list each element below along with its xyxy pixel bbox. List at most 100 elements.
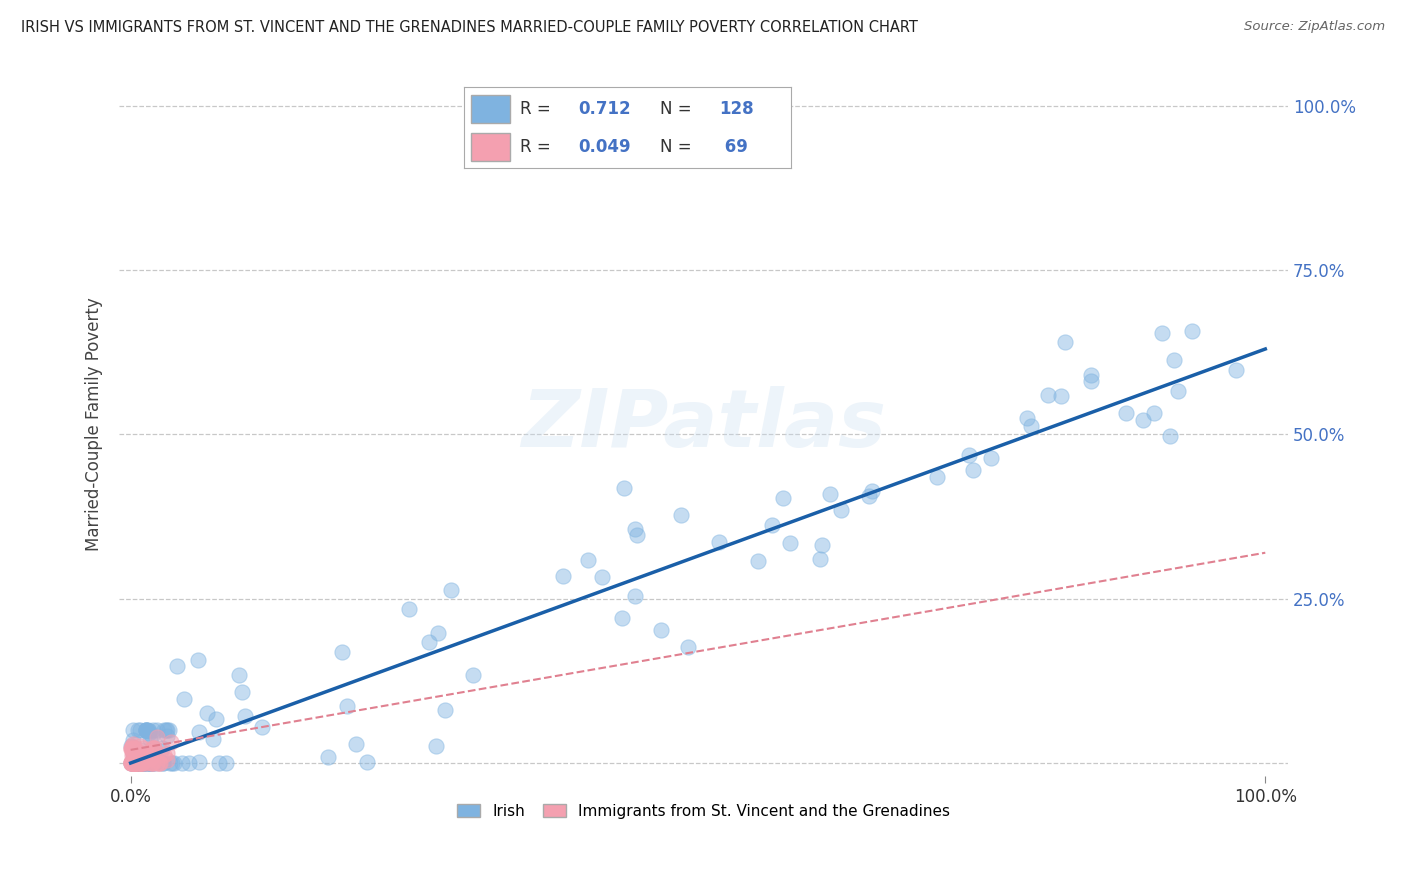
Point (215, 756, 238, 770)
Point (152, 756, 174, 770)
Point (132, 741, 155, 756)
Point (141, 730, 163, 744)
Point (148, 756, 170, 770)
Point (129, 723, 152, 738)
Point (143, 756, 166, 770)
Point (150, 744, 173, 758)
Text: Source: ZipAtlas.com: Source: ZipAtlas.com (1244, 20, 1385, 33)
Point (120, 755, 142, 769)
Point (139, 756, 162, 770)
Point (120, 756, 142, 770)
Point (440, 582, 463, 597)
Point (676, 640, 699, 655)
Point (122, 742, 145, 756)
Point (156, 753, 179, 767)
Point (980, 450, 1002, 465)
Point (129, 756, 152, 770)
Legend: Irish, Immigrants from St. Vincent and the Grenadines: Irish, Immigrants from St. Vincent and t… (451, 797, 956, 825)
Point (127, 756, 149, 770)
Point (231, 685, 253, 699)
Point (650, 624, 672, 638)
Point (142, 740, 165, 755)
Point (779, 536, 801, 550)
Point (127, 746, 149, 760)
Point (127, 756, 149, 770)
Point (860, 484, 883, 499)
Point (145, 756, 167, 770)
Point (1015, 410, 1038, 425)
Point (461, 668, 484, 682)
Point (155, 723, 177, 738)
Point (135, 723, 157, 738)
Point (166, 658, 188, 673)
Point (125, 756, 148, 770)
Point (124, 745, 146, 759)
Point (1159, 429, 1181, 443)
Point (1143, 407, 1166, 421)
Point (124, 756, 146, 770)
Point (121, 756, 143, 770)
Point (122, 723, 145, 738)
Point (122, 756, 145, 770)
Point (808, 552, 831, 566)
Point (122, 754, 145, 768)
Point (128, 739, 150, 753)
Y-axis label: Married-Couple Family Poverty: Married-Couple Family Poverty (86, 298, 103, 551)
Point (122, 733, 145, 747)
Point (252, 720, 274, 734)
Point (138, 723, 160, 738)
Point (136, 756, 159, 770)
Point (330, 645, 353, 659)
Point (576, 553, 599, 567)
Point (136, 756, 159, 770)
Point (124, 756, 146, 770)
Point (228, 668, 250, 682)
Point (160, 756, 183, 770)
Point (761, 517, 783, 532)
Point (120, 756, 142, 770)
Point (201, 732, 224, 747)
Point (162, 756, 184, 770)
Point (127, 744, 149, 758)
Point (156, 723, 179, 738)
Point (124, 756, 146, 770)
Point (830, 502, 852, 516)
Point (962, 463, 984, 477)
Point (121, 756, 143, 770)
Point (128, 756, 150, 770)
Point (134, 754, 156, 768)
Point (138, 756, 160, 770)
Point (139, 756, 162, 770)
Point (626, 528, 648, 542)
Point (204, 712, 226, 726)
Point (121, 747, 143, 761)
Point (157, 723, 180, 738)
Point (818, 487, 841, 501)
Point (121, 743, 143, 757)
Point (122, 737, 145, 751)
Point (1080, 368, 1102, 383)
Point (1163, 353, 1185, 368)
Point (134, 756, 156, 770)
Point (135, 723, 157, 738)
Point (187, 755, 209, 769)
Point (551, 569, 574, 583)
Point (747, 554, 769, 568)
Point (152, 756, 174, 770)
Point (153, 748, 176, 763)
Point (138, 726, 160, 740)
Point (124, 756, 146, 770)
Point (610, 611, 633, 625)
Point (141, 756, 163, 770)
Point (142, 756, 165, 770)
Point (149, 756, 172, 770)
Point (425, 739, 447, 753)
Point (132, 756, 155, 770)
Point (143, 741, 166, 756)
Point (136, 756, 159, 770)
Point (121, 756, 143, 770)
Point (418, 634, 440, 648)
Point (124, 740, 146, 755)
Point (336, 699, 359, 714)
Point (150, 740, 173, 755)
